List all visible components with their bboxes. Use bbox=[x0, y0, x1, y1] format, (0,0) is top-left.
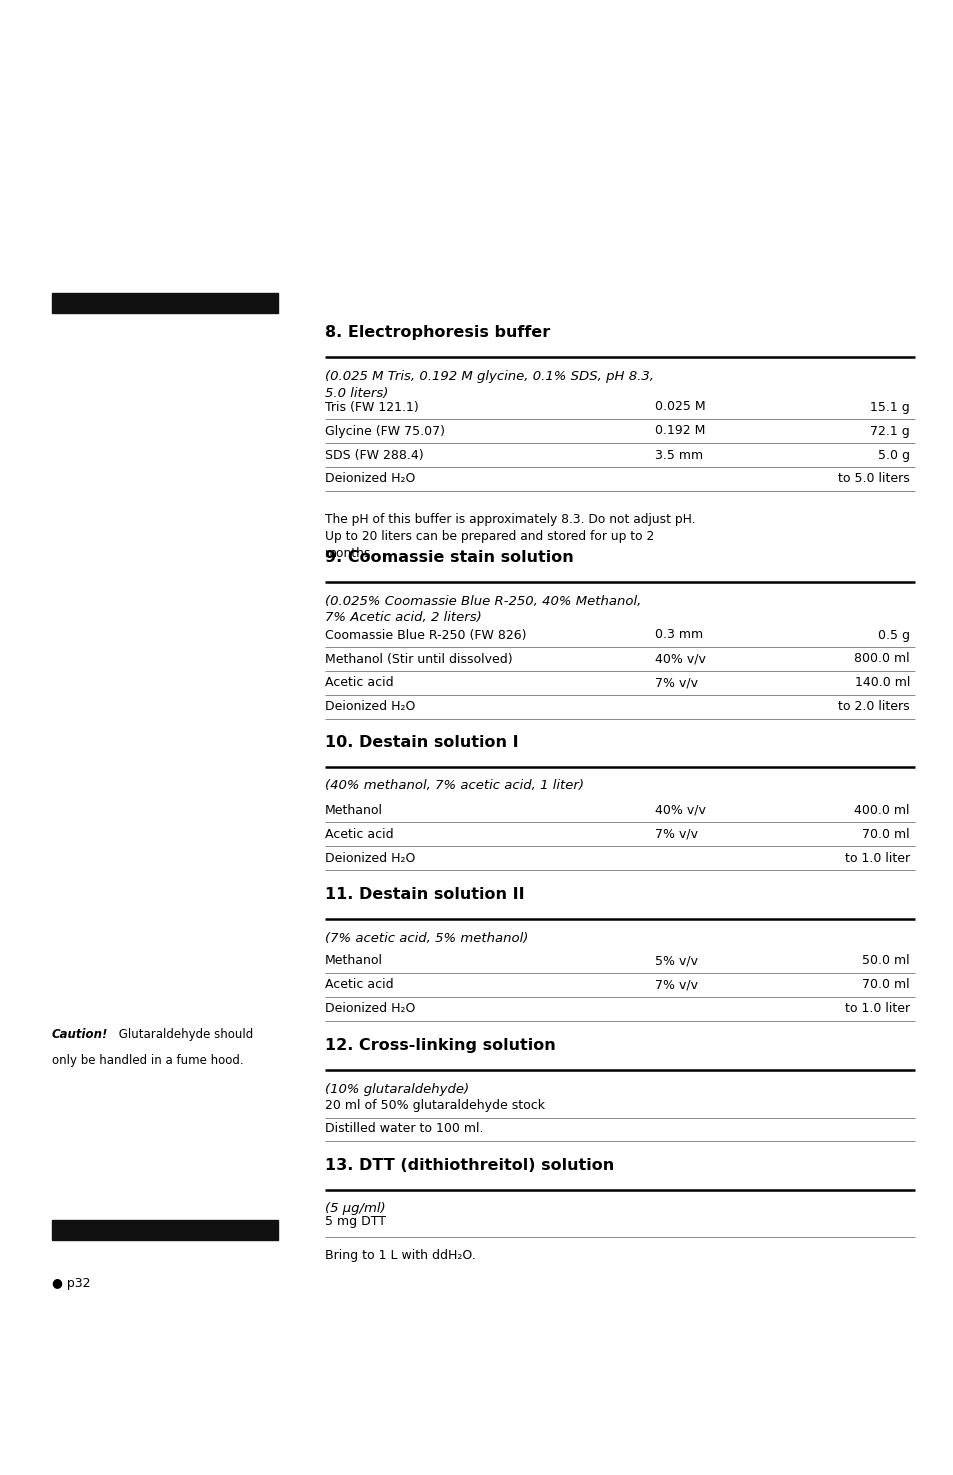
Text: Caution!: Caution! bbox=[52, 1028, 109, 1041]
Text: 800.0 ml: 800.0 ml bbox=[854, 652, 909, 665]
Text: Acetic acid: Acetic acid bbox=[325, 827, 394, 841]
Text: to 5.0 liters: to 5.0 liters bbox=[838, 472, 909, 485]
Text: Coomassie Blue R-250 (FW 826): Coomassie Blue R-250 (FW 826) bbox=[325, 628, 526, 642]
Text: Glutaraldehyde should: Glutaraldehyde should bbox=[115, 1028, 253, 1041]
Text: 5.0 g: 5.0 g bbox=[877, 448, 909, 462]
Text: Deionized H₂O: Deionized H₂O bbox=[325, 701, 415, 714]
Text: 0.025 M: 0.025 M bbox=[655, 401, 705, 413]
Text: 13. DTT (dithiothreitol) solution: 13. DTT (dithiothreitol) solution bbox=[325, 1158, 614, 1173]
Text: Methanol (Stir until dissolved): Methanol (Stir until dissolved) bbox=[325, 652, 512, 665]
Text: (5 μg/ml): (5 μg/ml) bbox=[325, 1202, 385, 1215]
Text: 0.5 g: 0.5 g bbox=[877, 628, 909, 642]
Text: 20 ml of 50% glutaraldehyde stock: 20 ml of 50% glutaraldehyde stock bbox=[325, 1099, 544, 1112]
Text: 5% v/v: 5% v/v bbox=[655, 954, 698, 968]
Text: 400.0 ml: 400.0 ml bbox=[854, 804, 909, 817]
Text: Bring to 1 L with ddH₂O.: Bring to 1 L with ddH₂O. bbox=[325, 1248, 476, 1261]
Text: 70.0 ml: 70.0 ml bbox=[862, 827, 909, 841]
Text: (7% acetic acid, 5% methanol): (7% acetic acid, 5% methanol) bbox=[325, 932, 528, 945]
Text: Deionized H₂O: Deionized H₂O bbox=[325, 851, 415, 864]
Text: Deionized H₂O: Deionized H₂O bbox=[325, 472, 415, 485]
Text: (0.025 M Tris, 0.192 M glycine, 0.1% SDS, pH 8.3,
5.0 liters): (0.025 M Tris, 0.192 M glycine, 0.1% SDS… bbox=[325, 370, 654, 400]
Text: 50.0 ml: 50.0 ml bbox=[862, 954, 909, 968]
Text: 5 mg DTT: 5 mg DTT bbox=[325, 1214, 386, 1227]
Text: Deionized H₂O: Deionized H₂O bbox=[325, 1003, 415, 1015]
Text: 15.1 g: 15.1 g bbox=[869, 401, 909, 413]
Text: 11. Destain solution II: 11. Destain solution II bbox=[325, 886, 524, 903]
Text: 3.5 mm: 3.5 mm bbox=[655, 448, 702, 462]
Text: Distilled water to 100 ml.: Distilled water to 100 ml. bbox=[325, 1122, 483, 1136]
Text: (0.025% Coomassie Blue R-250, 40% Methanol,
7% Acetic acid, 2 liters): (0.025% Coomassie Blue R-250, 40% Methan… bbox=[325, 594, 640, 624]
Text: 7% v/v: 7% v/v bbox=[655, 827, 698, 841]
Text: 72.1 g: 72.1 g bbox=[869, 425, 909, 438]
Text: 7% v/v: 7% v/v bbox=[655, 978, 698, 991]
Text: SDS (FW 288.4): SDS (FW 288.4) bbox=[325, 448, 423, 462]
Text: ● p32: ● p32 bbox=[52, 1276, 91, 1289]
Text: 9. Coomassie stain solution: 9. Coomassie stain solution bbox=[325, 550, 573, 565]
Text: 40% v/v: 40% v/v bbox=[655, 804, 705, 817]
Text: 70.0 ml: 70.0 ml bbox=[862, 978, 909, 991]
Text: Methanol: Methanol bbox=[325, 804, 382, 817]
Text: 8. Electrophoresis buffer: 8. Electrophoresis buffer bbox=[325, 324, 550, 341]
Text: Methanol: Methanol bbox=[325, 954, 382, 968]
Text: to 1.0 liter: to 1.0 liter bbox=[844, 851, 909, 864]
Text: 7% v/v: 7% v/v bbox=[655, 677, 698, 689]
Text: Glycine (FW 75.07): Glycine (FW 75.07) bbox=[325, 425, 444, 438]
Text: 0.3 mm: 0.3 mm bbox=[655, 628, 702, 642]
Text: (10% glutaraldehyde): (10% glutaraldehyde) bbox=[325, 1083, 469, 1096]
Text: 140.0 ml: 140.0 ml bbox=[854, 677, 909, 689]
Text: Tris (FW 121.1): Tris (FW 121.1) bbox=[325, 401, 418, 413]
Text: (40% methanol, 7% acetic acid, 1 liter): (40% methanol, 7% acetic acid, 1 liter) bbox=[325, 779, 583, 792]
Text: The pH of this buffer is approximately 8.3. Do not adjust pH.
Up to 20 liters ca: The pH of this buffer is approximately 8… bbox=[325, 513, 695, 560]
Text: Acetic acid: Acetic acid bbox=[325, 978, 394, 991]
Text: Acetic acid: Acetic acid bbox=[325, 677, 394, 689]
Text: 40% v/v: 40% v/v bbox=[655, 652, 705, 665]
Text: only be handled in a fume hood.: only be handled in a fume hood. bbox=[52, 1055, 243, 1066]
Bar bbox=[52, 1220, 277, 1240]
Text: 10. Destain solution I: 10. Destain solution I bbox=[325, 735, 518, 749]
Text: to 1.0 liter: to 1.0 liter bbox=[844, 1003, 909, 1015]
Text: 12. Cross-linking solution: 12. Cross-linking solution bbox=[325, 1038, 556, 1053]
Text: to 2.0 liters: to 2.0 liters bbox=[838, 701, 909, 714]
Text: 0.192 M: 0.192 M bbox=[655, 425, 704, 438]
Bar bbox=[52, 294, 277, 313]
